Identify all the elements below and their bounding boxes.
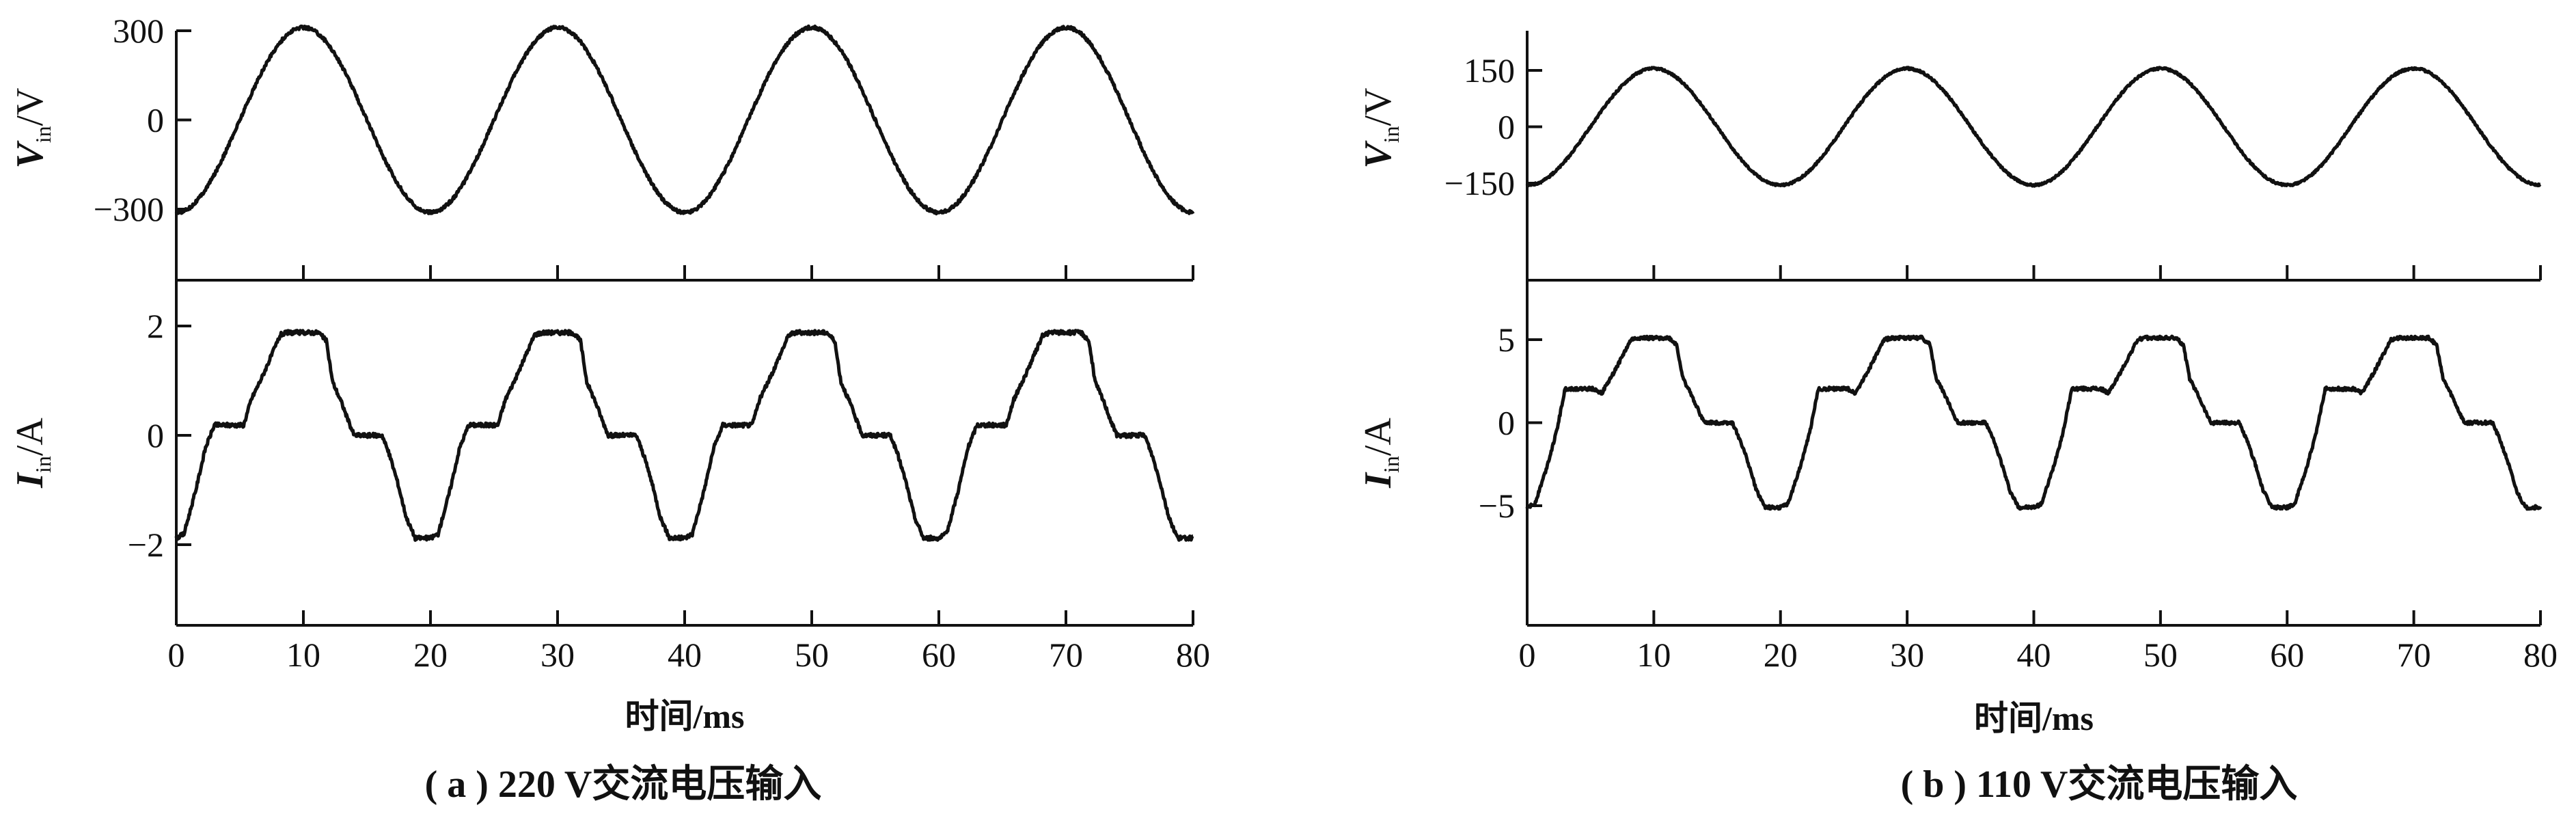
x-axis-label: 时间/ms: [625, 697, 745, 735]
x-tick-label: 70: [2397, 636, 2431, 674]
series-current-waveform: [174, 329, 1194, 542]
x-tick-label: 80: [2523, 636, 2558, 674]
x-tick-label: 50: [2143, 636, 2178, 674]
y-tick-label: 300: [113, 12, 164, 50]
x-tick-label: 0: [168, 636, 185, 674]
panel-caption: ( b ) 110 V交流电压输入: [1901, 763, 2298, 806]
x-tick-label: 70: [1049, 636, 1083, 674]
x-tick-label: 40: [2017, 636, 2051, 674]
y-axis-label-voltage: Vin/V: [1357, 87, 1403, 168]
y-tick-label: 2: [147, 307, 164, 345]
y-tick-label: −2: [128, 526, 164, 564]
y-axis-label-current: Iin/A: [9, 418, 55, 489]
x-tick-label: 0: [1519, 636, 1536, 674]
x-tick-label: 60: [922, 636, 956, 674]
series-voltage-waveform: [174, 24, 1195, 216]
y-tick-label: −300: [94, 190, 164, 228]
x-tick-label: 30: [1890, 636, 1924, 674]
x-tick-label: 60: [2270, 636, 2304, 674]
y-axis-label-current: Iin/A: [1357, 418, 1403, 489]
y-tick-label: 5: [1498, 321, 1515, 359]
x-tick-label: 10: [1636, 636, 1671, 674]
y-axis-label-voltage: Vin/V: [9, 87, 55, 168]
x-tick-label: 20: [413, 636, 448, 674]
y-tick-label: 150: [1464, 51, 1515, 90]
y-tick-label: 0: [1498, 404, 1515, 442]
y-tick-label: −5: [1479, 487, 1515, 525]
y-tick-label: 0: [147, 416, 164, 454]
series-current-waveform: [1525, 334, 2543, 511]
x-tick-label: 20: [1764, 636, 1798, 674]
series-voltage-waveform: [1525, 66, 2542, 188]
panel-caption: ( a ) 220 V交流电压输入: [425, 763, 822, 806]
x-tick-label: 50: [795, 636, 829, 674]
x-tick-label: 80: [1176, 636, 1210, 674]
x-tick-label: 10: [286, 636, 320, 674]
x-tick-label: 30: [540, 636, 575, 674]
x-axis-label: 时间/ms: [1974, 699, 2094, 737]
y-tick-label: −150: [1444, 164, 1515, 202]
y-tick-label: 0: [147, 101, 164, 139]
y-tick-label: 0: [1498, 108, 1515, 146]
x-tick-label: 40: [668, 636, 702, 674]
